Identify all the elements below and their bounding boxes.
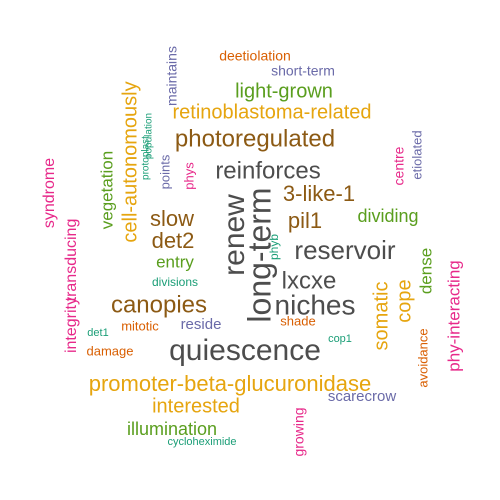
cloud-word: illumination [127,419,217,439]
cloud-word: cop1 [328,333,352,345]
cloud-word: transducing [63,219,80,302]
cloud-word: light-grown [235,80,333,102]
cloud-word: protoplast [141,136,152,180]
cloud-word: deetiolation [219,48,291,64]
cloud-word: scarecrow [328,388,397,405]
cloud-word: photoregulated [175,125,335,152]
cloud-word: dividing [357,206,418,226]
cloud-word: short-term [271,63,335,79]
cloud-word: vegetation [97,151,116,229]
cloud-word: long-term [241,187,277,322]
cloud-word: slow [150,206,194,231]
cloud-word: dense [416,248,435,294]
cloud-word: integrity [63,297,80,353]
cloud-word: quiescence [169,334,321,367]
cloud-word: syndrome [41,158,58,228]
cloud-word: renew [218,194,251,276]
cloud-word: 3-like-1 [283,181,355,206]
cloud-word: reinforces [215,157,320,184]
cloud-word: growing [291,407,307,456]
cloud-word: mitotic [121,318,159,333]
cloud-word: promoter-beta-glucuronidase [89,371,372,396]
cloud-word: phy-interacting [444,260,463,372]
cloud-word: etiolated [409,130,424,179]
cloud-word: points [157,154,172,189]
cloud-word: canopies [111,291,207,318]
cloud-word: pil1 [288,208,322,233]
cloud-word: det2 [152,228,195,253]
cloud-word: entry [156,252,194,271]
cloud-word: population [144,113,155,159]
cloud-word: lxcxe [282,267,337,294]
cloud-word: phyb [267,234,281,260]
cloud-word: interested [152,395,240,417]
cloud-word: niches [275,289,356,320]
cloud-word: cope [393,279,415,322]
cloud-word: cycloheximide [167,436,236,448]
cloud-word: avoidance [415,328,430,387]
cloud-word: damage [87,343,134,358]
cloud-word: retinoblastoma-related [173,101,372,123]
cloud-word: maintains [164,46,180,106]
cloud-word: somatic [370,282,392,351]
cloud-word: divisions [152,275,198,289]
cloud-word: cell-autonomously [119,81,141,242]
cloud-word: phys [181,162,196,190]
cloud-word: det1 [87,327,108,339]
cloud-word: reside [181,316,222,333]
cloud-word: shade [280,313,315,328]
cloud-word: centre [391,146,407,185]
cloud-word: reservoir [294,235,395,265]
